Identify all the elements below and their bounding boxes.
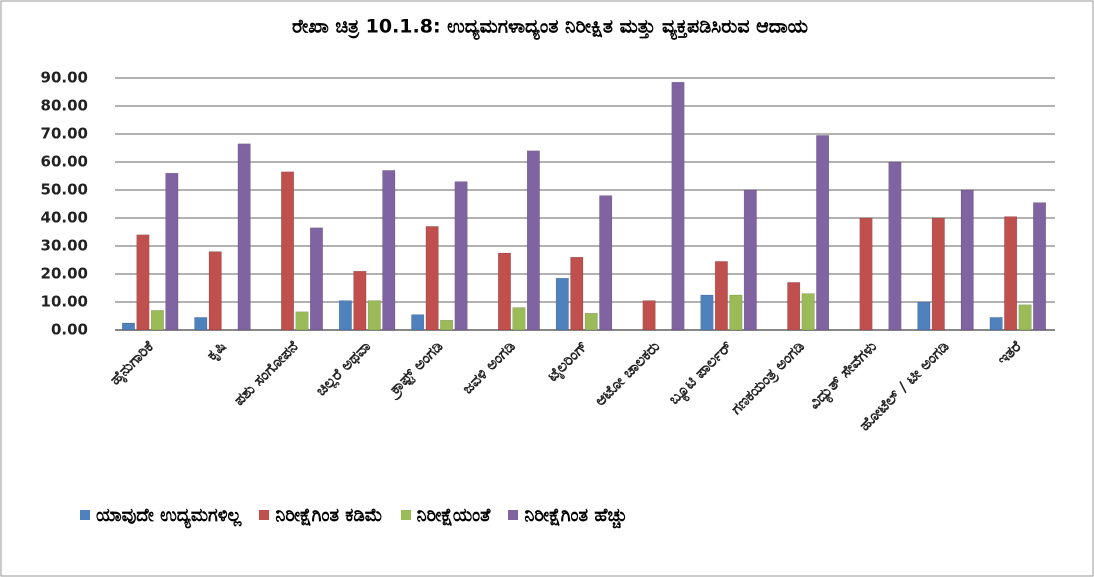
legend-swatch bbox=[80, 510, 90, 520]
bar bbox=[989, 317, 1003, 331]
bar bbox=[440, 319, 454, 331]
legend-label: ನಿರೀಕ್ಷೆಯಂತೆ bbox=[416, 505, 491, 526]
bar bbox=[671, 81, 685, 331]
x-tick-label: ಕ್ರಾಫ್ಟ್ ಅಂಗಡಿ bbox=[382, 337, 448, 403]
bar bbox=[526, 150, 540, 331]
bar bbox=[367, 300, 381, 331]
bar bbox=[150, 310, 164, 331]
bar bbox=[960, 189, 974, 331]
x-tick-label: ಜವಳಿ ಅಂಗಡಿ bbox=[458, 337, 519, 398]
legend-item: ನಿರೀಕ್ಷೆಗಿಂತ ಹೆಚ್ಚು bbox=[508, 505, 627, 526]
bar bbox=[121, 322, 135, 331]
bar bbox=[859, 217, 873, 331]
bar bbox=[497, 252, 511, 331]
bar bbox=[136, 234, 150, 331]
bar bbox=[281, 171, 295, 331]
x-tick-label: ಟೈಲರಿಂಗ್ bbox=[543, 337, 592, 386]
legend-swatch bbox=[400, 510, 411, 520]
bar bbox=[888, 161, 902, 331]
legend-swatch bbox=[508, 510, 519, 520]
bar bbox=[917, 301, 931, 331]
bar bbox=[787, 282, 801, 331]
bar bbox=[382, 170, 396, 331]
bar bbox=[1004, 216, 1018, 331]
x-tick-label: ಕೃಷಿ bbox=[203, 337, 231, 365]
bar bbox=[816, 135, 830, 331]
bar bbox=[700, 294, 714, 331]
bar bbox=[208, 251, 222, 331]
x-tick-label: ಆಟೋ ಚಾಲಕರು bbox=[591, 337, 663, 409]
bar bbox=[642, 300, 656, 331]
legend-item: ನಿರೀಕ್ಷೆಯಂತೆ bbox=[400, 505, 491, 526]
legend-label: ನಿರೀಕ್ಷೆಗಿಂತ ಕಡಿಮೆ bbox=[275, 505, 383, 526]
legend-item: ನಿರೀಕ್ಷೆಗಿಂತ ಕಡಿಮೆ bbox=[259, 505, 383, 526]
bar bbox=[570, 256, 584, 331]
legend-swatch bbox=[259, 510, 270, 520]
bar bbox=[309, 227, 323, 331]
x-tick-label: ಗಣಕಯಂತ್ರ ಅಂಗಡಿ bbox=[727, 337, 809, 419]
x-tick-label: ಪಶು ಸಂಗೋಪನೆ bbox=[230, 337, 302, 409]
y-tick-label: 40.00 bbox=[41, 209, 88, 227]
bar bbox=[425, 226, 439, 331]
bar bbox=[353, 270, 367, 331]
legend-label: ನಿರೀಕ್ಷೆಗಿಂತ ಹೆಚ್ಚು bbox=[524, 505, 628, 526]
x-tick-label: ಚಿಲ್ಲರೆ ಅಥವಾ bbox=[312, 337, 375, 400]
bar bbox=[743, 189, 757, 331]
y-tick-label: 80.00 bbox=[41, 97, 88, 115]
y-tick-label: 70.00 bbox=[41, 125, 88, 143]
bar bbox=[1033, 202, 1047, 331]
y-tick-label: 10.00 bbox=[41, 293, 88, 311]
bar bbox=[454, 181, 468, 331]
bar bbox=[512, 307, 526, 331]
chart-title: ರೇಖಾ ಚಿತ್ರ 10.1.8: ಉದ್ಯಮಗಳಾದ್ಯಂತ ನಿರೀಕ್ಷ… bbox=[292, 16, 808, 42]
bar bbox=[165, 172, 179, 331]
y-tick-label: 20.00 bbox=[41, 265, 88, 283]
y-tick-label: 90.00 bbox=[41, 69, 88, 87]
legend: ಯಾವುದೇ ಉದ್ಯಮಗಳಿಲ್ಲ ನಿರೀಕ್ಷೆಗಿಂತ ಕಡಿಮೆ ನಿರೀ… bbox=[80, 505, 627, 526]
bar bbox=[729, 294, 743, 331]
x-tick-label: ವಿದ್ಯುತ್ ಸೇವೆಗಳು bbox=[805, 337, 883, 415]
x-tick-label: ಇತರೆ bbox=[994, 337, 1026, 369]
x-tick-label: ಬ್ಯೂಟಿ ಪಾರ್ಲರ್ bbox=[665, 337, 739, 411]
bar bbox=[584, 312, 598, 331]
bar bbox=[599, 195, 613, 331]
y-tick-label: 30.00 bbox=[41, 237, 88, 255]
bar bbox=[295, 311, 309, 331]
x-tick-label: ಹೈನುಗಾರಿಕೆ bbox=[106, 337, 159, 390]
legend-item: ಯಾವುದೇ ಉದ್ಯಮಗಳಿಲ್ಲ bbox=[80, 505, 241, 526]
bar bbox=[555, 277, 569, 331]
bar bbox=[194, 317, 208, 331]
bar bbox=[931, 217, 945, 331]
bar bbox=[338, 300, 352, 331]
legend-label: ಯಾವುದೇ ಉದ್ಯಮಗಳಿಲ್ಲ bbox=[96, 505, 242, 526]
bar bbox=[411, 314, 425, 331]
bar bbox=[237, 143, 251, 331]
y-tick-label: 60.00 bbox=[41, 153, 88, 171]
bar bbox=[801, 293, 815, 331]
bar bbox=[1018, 304, 1032, 331]
y-tick-label: 50.00 bbox=[41, 181, 88, 199]
bar bbox=[714, 261, 728, 331]
y-tick-label: 0.00 bbox=[51, 321, 88, 339]
